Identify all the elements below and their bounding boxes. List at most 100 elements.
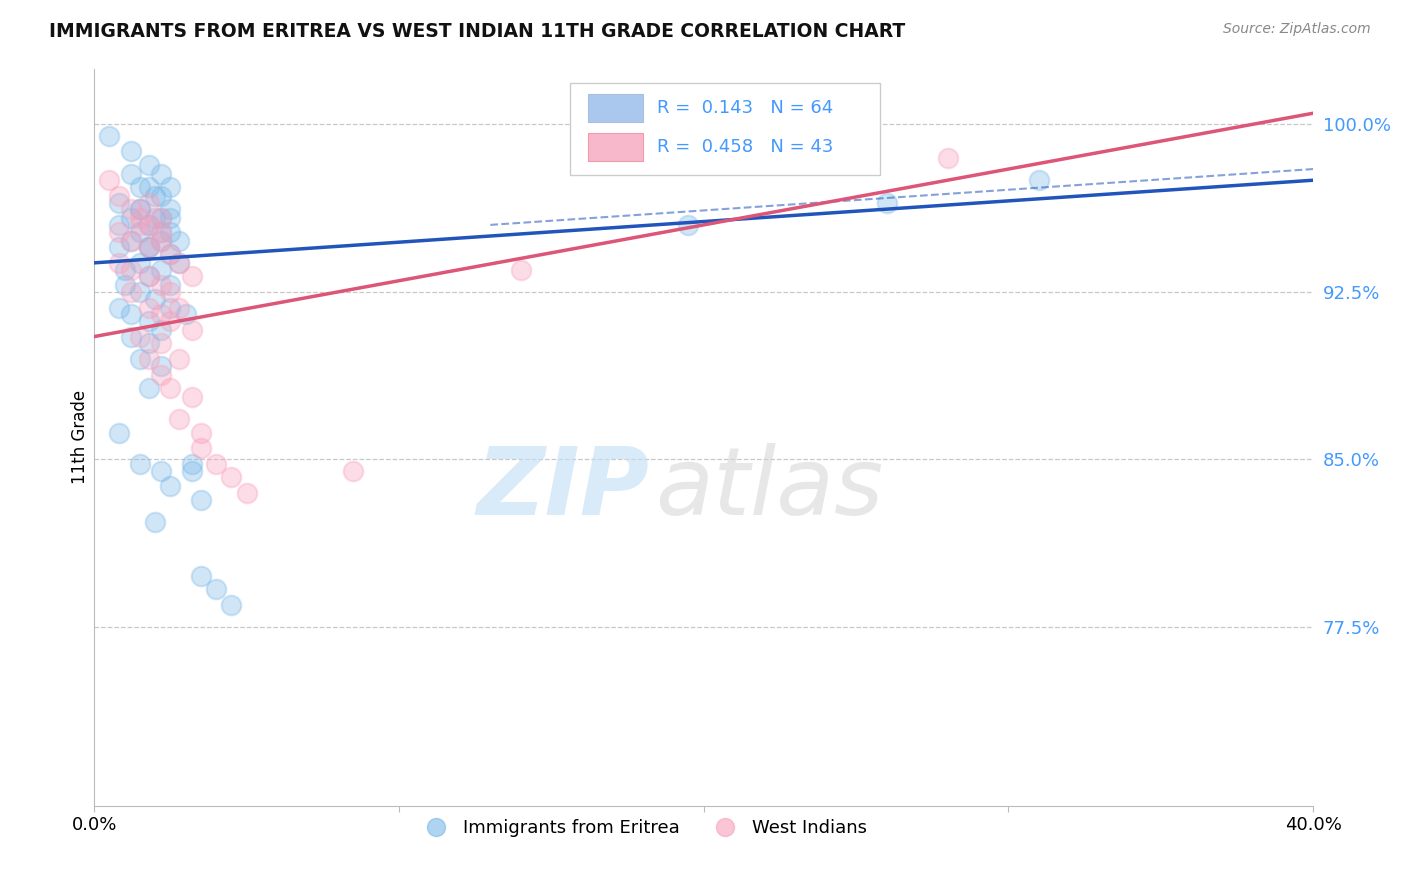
Point [120, 167, 142, 181]
Point [180, 323, 202, 337]
Point [138, 218, 160, 232]
Point [128, 180, 150, 194]
Point [150, 278, 173, 293]
Point [159, 180, 181, 194]
Point [128, 202, 150, 217]
Point [138, 195, 160, 210]
Point [107, 301, 129, 315]
Point [143, 189, 166, 203]
Point [120, 234, 142, 248]
Point [190, 442, 212, 456]
Point [159, 314, 181, 328]
Point [678, 218, 700, 232]
Point [190, 425, 212, 440]
Text: R =  0.458   N = 43: R = 0.458 N = 43 [658, 138, 834, 156]
Point [190, 568, 212, 582]
Point [107, 240, 129, 254]
Point [120, 285, 142, 299]
Point [174, 307, 197, 321]
Point [128, 225, 150, 239]
Point [120, 307, 142, 321]
Point [150, 211, 173, 226]
Point [107, 256, 129, 270]
Text: atlas: atlas [655, 443, 883, 534]
Point [138, 314, 160, 328]
Point [159, 247, 181, 261]
Point [120, 202, 142, 217]
Point [114, 278, 136, 293]
Point [159, 225, 181, 239]
Point [150, 234, 173, 248]
Point [150, 307, 173, 321]
Point [150, 262, 173, 277]
Point [150, 167, 173, 181]
Point [180, 269, 202, 284]
Point [169, 351, 191, 366]
Point [235, 486, 257, 500]
Point [128, 202, 150, 217]
Point [159, 278, 181, 293]
Point [120, 329, 142, 343]
Point [128, 218, 150, 232]
Point [219, 598, 242, 612]
Point [150, 323, 173, 337]
Point [180, 464, 202, 478]
Point [150, 464, 173, 478]
Point [138, 240, 160, 254]
Point [138, 240, 160, 254]
Point [159, 202, 181, 217]
Point [150, 225, 173, 239]
Point [159, 381, 181, 395]
Point [138, 269, 160, 284]
Point [98, 128, 121, 143]
Point [219, 470, 242, 484]
Legend: Immigrants from Eritrea, West Indians: Immigrants from Eritrea, West Indians [411, 812, 875, 845]
Point [128, 211, 150, 226]
Point [107, 425, 129, 440]
Point [138, 301, 160, 315]
Point [169, 412, 191, 426]
Point [169, 301, 191, 315]
Point [159, 211, 181, 226]
FancyBboxPatch shape [588, 134, 643, 161]
Point [138, 381, 160, 395]
Point [205, 457, 228, 471]
Point [159, 285, 181, 299]
Point [509, 262, 531, 277]
Point [169, 256, 191, 270]
Point [180, 457, 202, 471]
Point [138, 180, 160, 194]
Point [138, 269, 160, 284]
Point [1028, 173, 1050, 187]
Point [128, 329, 150, 343]
Point [138, 218, 160, 232]
Point [138, 336, 160, 351]
Point [107, 189, 129, 203]
Point [150, 234, 173, 248]
Point [143, 515, 166, 529]
Text: IMMIGRANTS FROM ERITREA VS WEST INDIAN 11TH GRADE CORRELATION CHART: IMMIGRANTS FROM ERITREA VS WEST INDIAN 1… [49, 22, 905, 41]
Point [107, 218, 129, 232]
Point [159, 301, 181, 315]
Point [190, 492, 212, 507]
Point [120, 234, 142, 248]
Point [107, 195, 129, 210]
Point [120, 262, 142, 277]
Point [143, 211, 166, 226]
Text: Source: ZipAtlas.com: Source: ZipAtlas.com [1223, 22, 1371, 37]
Point [143, 292, 166, 306]
Point [128, 351, 150, 366]
Point [936, 151, 959, 165]
Point [169, 256, 191, 270]
Point [150, 368, 173, 382]
FancyBboxPatch shape [588, 94, 643, 121]
Point [180, 390, 202, 404]
Point [150, 359, 173, 373]
Point [169, 234, 191, 248]
Point [128, 285, 150, 299]
Point [150, 225, 173, 239]
Point [107, 225, 129, 239]
Point [342, 464, 364, 478]
Point [128, 457, 150, 471]
Text: ZIP: ZIP [477, 442, 648, 534]
